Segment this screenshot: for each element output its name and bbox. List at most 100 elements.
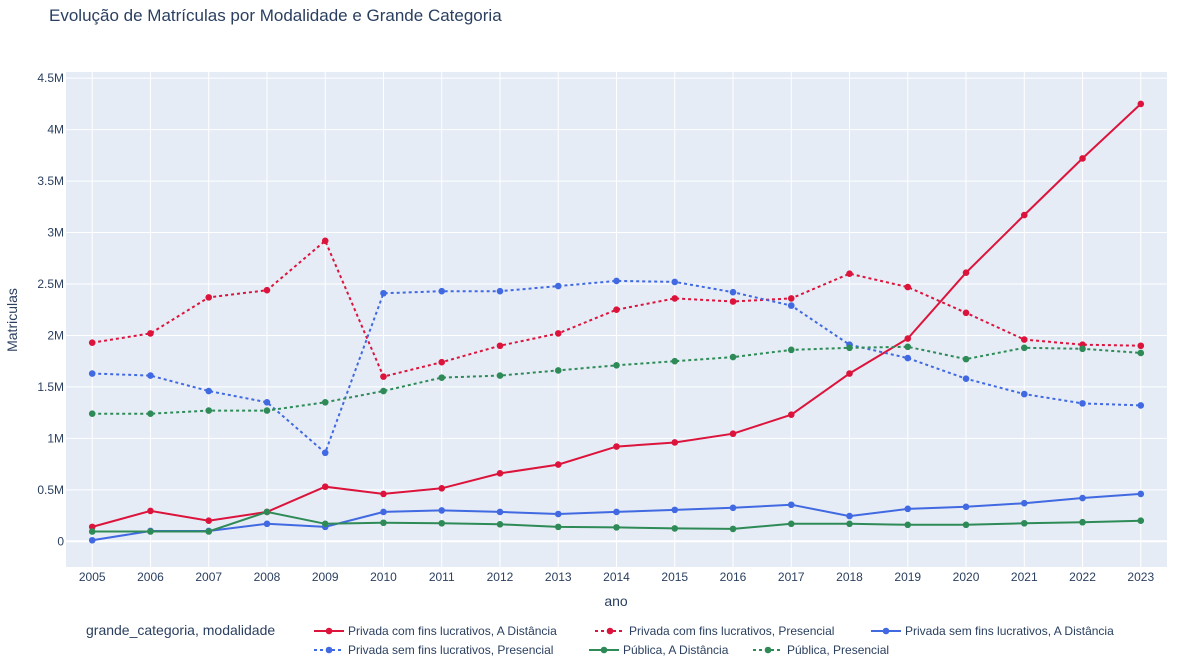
- data-point[interactable]: [1020, 499, 1028, 507]
- data-point[interactable]: [904, 354, 912, 362]
- data-point[interactable]: [846, 370, 853, 377]
- data-point[interactable]: [205, 517, 213, 524]
- data-point[interactable]: [321, 449, 329, 457]
- data-point[interactable]: [380, 289, 387, 297]
- data-point[interactable]: [1137, 490, 1145, 498]
- data-point[interactable]: [1137, 517, 1145, 524]
- data-point[interactable]: [1137, 342, 1145, 350]
- data-point[interactable]: [263, 286, 271, 294]
- data-point[interactable]: [554, 367, 562, 374]
- legend-item[interactable]: Pública, Presencial: [753, 643, 889, 657]
- data-point[interactable]: [554, 330, 562, 337]
- data-point[interactable]: [263, 508, 271, 516]
- legend[interactable]: Privada com fins lucrativos, A Distância…: [314, 624, 1114, 657]
- data-point[interactable]: [88, 410, 96, 417]
- data-point[interactable]: [613, 361, 620, 369]
- legend-item[interactable]: Privada sem fins lucrativos, A Distância: [871, 624, 1114, 638]
- data-point[interactable]: [88, 523, 96, 531]
- data-point[interactable]: [671, 278, 679, 286]
- data-point[interactable]: [554, 282, 562, 290]
- data-point[interactable]: [846, 520, 853, 528]
- data-point[interactable]: [147, 507, 154, 515]
- data-point[interactable]: [205, 528, 213, 535]
- data-point[interactable]: [321, 399, 329, 406]
- data-point[interactable]: [1079, 518, 1086, 526]
- data-point[interactable]: [613, 508, 620, 516]
- data-point[interactable]: [496, 372, 504, 379]
- data-point[interactable]: [321, 520, 329, 528]
- data-point[interactable]: [787, 295, 795, 302]
- data-point[interactable]: [1020, 519, 1028, 527]
- data-point[interactable]: [729, 430, 737, 438]
- data-point[interactable]: [554, 523, 562, 531]
- data-point[interactable]: [1079, 400, 1086, 407]
- data-point[interactable]: [380, 373, 387, 380]
- data-point[interactable]: [496, 508, 504, 516]
- data-point[interactable]: [147, 330, 154, 337]
- data-point[interactable]: [380, 508, 387, 516]
- data-point[interactable]: [846, 344, 853, 352]
- data-point[interactable]: [729, 525, 737, 533]
- data-point[interactable]: [962, 309, 970, 317]
- data-point[interactable]: [438, 374, 446, 381]
- data-point[interactable]: [846, 512, 853, 520]
- data-point[interactable]: [438, 519, 446, 527]
- data-point[interactable]: [1079, 155, 1086, 162]
- data-point[interactable]: [787, 411, 795, 418]
- legend-item[interactable]: Privada sem fins lucrativos, Presencial: [314, 643, 553, 657]
- data-point[interactable]: [962, 355, 970, 363]
- data-point[interactable]: [263, 520, 271, 528]
- data-point[interactable]: [496, 287, 504, 295]
- data-point[interactable]: [380, 387, 387, 395]
- data-point[interactable]: [496, 520, 504, 528]
- data-point[interactable]: [263, 399, 271, 406]
- data-point[interactable]: [962, 521, 970, 529]
- data-point[interactable]: [671, 506, 679, 514]
- data-point[interactable]: [496, 342, 504, 350]
- data-point[interactable]: [88, 370, 96, 377]
- data-point[interactable]: [904, 335, 912, 342]
- data-point[interactable]: [613, 443, 620, 450]
- data-point[interactable]: [88, 528, 96, 535]
- data-point[interactable]: [787, 501, 795, 509]
- data-point[interactable]: [147, 528, 154, 535]
- data-point[interactable]: [1137, 100, 1145, 108]
- data-point[interactable]: [613, 306, 620, 314]
- data-point[interactable]: [438, 287, 446, 295]
- data-point[interactable]: [904, 343, 912, 351]
- data-point[interactable]: [438, 358, 446, 366]
- data-point[interactable]: [1137, 349, 1145, 357]
- data-point[interactable]: [321, 483, 329, 491]
- legend-item[interactable]: Pública, A Distância: [589, 643, 729, 657]
- data-point[interactable]: [1020, 336, 1028, 343]
- data-point[interactable]: [380, 519, 387, 527]
- data-point[interactable]: [1020, 390, 1028, 398]
- data-point[interactable]: [787, 520, 795, 528]
- data-point[interactable]: [904, 521, 912, 529]
- data-point[interactable]: [671, 357, 679, 365]
- data-point[interactable]: [846, 270, 853, 278]
- data-point[interactable]: [88, 536, 96, 544]
- data-point[interactable]: [671, 295, 679, 302]
- data-point[interactable]: [787, 346, 795, 354]
- data-point[interactable]: [205, 294, 213, 301]
- data-point[interactable]: [1020, 211, 1028, 219]
- data-point[interactable]: [205, 407, 213, 414]
- data-point[interactable]: [554, 461, 562, 468]
- data-point[interactable]: [729, 298, 737, 305]
- data-point[interactable]: [438, 484, 446, 492]
- data-point[interactable]: [1079, 494, 1086, 502]
- data-point[interactable]: [263, 407, 271, 414]
- data-point[interactable]: [613, 524, 620, 531]
- data-point[interactable]: [787, 302, 795, 309]
- data-point[interactable]: [1020, 344, 1028, 352]
- data-point[interactable]: [962, 375, 970, 382]
- data-point[interactable]: [613, 277, 620, 285]
- data-point[interactable]: [88, 339, 96, 346]
- data-point[interactable]: [380, 490, 387, 498]
- data-point[interactable]: [904, 505, 912, 513]
- data-point[interactable]: [554, 510, 562, 518]
- legend-item[interactable]: Privada com fins lucrativos, Presencial: [595, 624, 834, 638]
- data-point[interactable]: [729, 288, 737, 296]
- data-point[interactable]: [729, 504, 737, 512]
